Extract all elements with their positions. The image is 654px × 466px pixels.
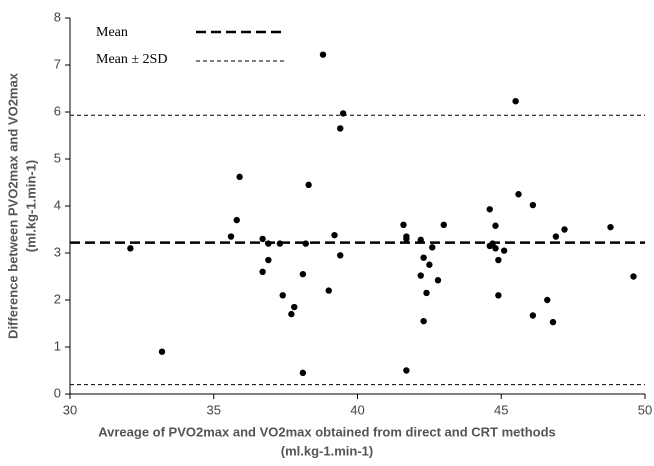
point xyxy=(495,256,502,264)
y-axis-title: (ml.kg-1.min-1) xyxy=(23,160,38,252)
point xyxy=(403,367,410,374)
x-axis-title: (ml.kg-1.min-1) xyxy=(281,443,373,458)
y-tick-label: 5 xyxy=(54,150,61,165)
legend-label: Mean ± 2SD xyxy=(96,52,167,67)
y-tick-label: 7 xyxy=(54,56,61,71)
point xyxy=(158,348,166,355)
point xyxy=(630,273,637,280)
point xyxy=(279,292,286,299)
point xyxy=(495,292,502,299)
x-axis-title: Avreage of PVO2max and VO2max obtained f… xyxy=(98,424,556,439)
y-tick-label: 2 xyxy=(54,291,61,306)
y-tick-label: 1 xyxy=(54,338,61,353)
point xyxy=(127,245,134,252)
point xyxy=(331,231,338,239)
point xyxy=(302,240,309,247)
point xyxy=(259,268,266,275)
point xyxy=(233,216,240,224)
point xyxy=(299,270,307,278)
point xyxy=(607,223,614,231)
point xyxy=(265,256,272,264)
x-tick-label: 35 xyxy=(207,402,221,417)
point xyxy=(420,254,427,261)
point xyxy=(420,317,427,325)
point xyxy=(337,125,344,132)
point xyxy=(403,235,410,243)
point xyxy=(549,318,557,326)
y-tick-label: 6 xyxy=(54,103,61,118)
point xyxy=(417,272,424,279)
point xyxy=(339,110,347,117)
x-tick-label: 40 xyxy=(350,402,364,417)
point xyxy=(529,201,537,209)
x-tick-label: 50 xyxy=(638,402,652,417)
point xyxy=(325,287,332,294)
point xyxy=(265,240,272,247)
point xyxy=(319,51,327,58)
point xyxy=(337,252,344,259)
point xyxy=(500,247,508,254)
x-tick-label: 45 xyxy=(494,402,508,417)
y-tick-label: 8 xyxy=(54,9,61,24)
point xyxy=(561,226,568,233)
point xyxy=(486,242,493,250)
point xyxy=(529,312,537,319)
point xyxy=(492,245,499,252)
point xyxy=(429,244,436,251)
point xyxy=(400,221,407,228)
y-tick-label: 3 xyxy=(54,244,61,259)
y-axis-title: Difference between PVO2max and VO2max xyxy=(5,72,20,339)
point xyxy=(288,310,295,318)
point xyxy=(486,206,493,213)
point xyxy=(512,97,519,105)
y-tick-label: 0 xyxy=(54,385,61,400)
point xyxy=(423,289,430,297)
point xyxy=(276,240,284,247)
point xyxy=(544,296,551,304)
point xyxy=(291,303,298,311)
point xyxy=(515,191,522,198)
x-tick-label: 30 xyxy=(63,402,77,417)
point xyxy=(259,235,266,243)
point xyxy=(492,222,499,229)
point xyxy=(227,233,235,240)
point xyxy=(434,277,442,284)
point xyxy=(305,181,312,189)
y-tick-label: 4 xyxy=(54,197,61,212)
point xyxy=(426,261,433,268)
point xyxy=(552,233,560,240)
point xyxy=(440,221,447,228)
point xyxy=(236,173,243,181)
point xyxy=(299,369,307,377)
legend-label: Mean xyxy=(96,25,128,40)
point xyxy=(417,236,424,244)
